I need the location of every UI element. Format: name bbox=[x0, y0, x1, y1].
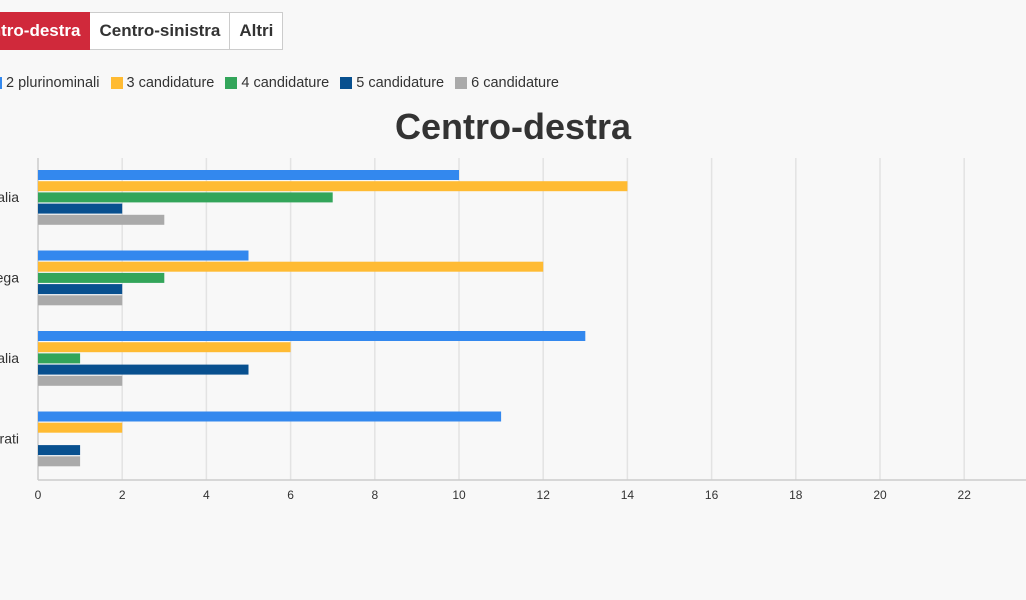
legend-item-2-plurinominali[interactable]: 2 plurinominali bbox=[0, 75, 100, 91]
bar[interactable] bbox=[38, 203, 123, 214]
x-tick-label: 6 bbox=[287, 488, 294, 502]
bar[interactable] bbox=[38, 353, 81, 364]
category-label: Fratelli d'Italia bbox=[0, 350, 19, 366]
bar[interactable] bbox=[38, 250, 249, 261]
bar[interactable] bbox=[38, 181, 628, 192]
bar[interactable] bbox=[38, 295, 123, 306]
x-tick-label: 12 bbox=[537, 488, 551, 502]
bar[interactable] bbox=[38, 342, 291, 353]
tab-centro-destra[interactable]: Centro-destra bbox=[0, 12, 91, 50]
x-tick-label: 18 bbox=[789, 488, 803, 502]
legend-label: 6 candidature bbox=[471, 75, 559, 91]
category-label: Forza Italia bbox=[0, 189, 19, 205]
legend-item-6-candidature[interactable]: 6 candidature bbox=[455, 75, 559, 91]
bar[interactable] bbox=[38, 261, 544, 272]
legend-label: 4 candidature bbox=[241, 75, 330, 91]
tab-altri[interactable]: Altri bbox=[230, 12, 284, 50]
bar[interactable] bbox=[38, 170, 459, 180]
legend-item-5-candidature[interactable]: 5 candidature bbox=[340, 75, 444, 91]
coalition-tabs: Centro-destra Centro-sinistra Altri bbox=[0, 12, 284, 50]
bar[interactable] bbox=[38, 284, 123, 295]
legend-swatch bbox=[0, 77, 2, 89]
bar[interactable] bbox=[38, 411, 502, 422]
x-tick-label: 4 bbox=[203, 488, 210, 502]
x-tick-label: 22 bbox=[958, 488, 972, 502]
x-tick-label: 0 bbox=[35, 488, 42, 502]
x-tick-label: 20 bbox=[873, 488, 887, 502]
legend-label: 3 candidature bbox=[126, 75, 215, 91]
category-label: Moderati bbox=[0, 431, 19, 447]
bar[interactable] bbox=[38, 364, 249, 375]
legend-label: 2 plurinominali bbox=[6, 75, 100, 91]
bar[interactable] bbox=[38, 422, 123, 433]
bar[interactable] bbox=[38, 214, 165, 225]
bar[interactable] bbox=[38, 445, 81, 456]
x-tick-label: 14 bbox=[621, 488, 635, 502]
chart-legend: 2 plurinominali 3 candidature 4 candidat… bbox=[0, 75, 570, 91]
legend-swatch bbox=[455, 77, 468, 89]
chart-title: Centro-destra bbox=[394, 106, 632, 147]
x-tick-label: 2 bbox=[119, 488, 126, 502]
category-label: Lega bbox=[0, 270, 19, 286]
x-tick-label: 10 bbox=[452, 488, 466, 502]
bar[interactable] bbox=[38, 331, 586, 341]
x-tick-label: 16 bbox=[705, 488, 719, 502]
tab-centro-sinistra[interactable]: Centro-sinistra bbox=[90, 12, 231, 50]
legend-item-4-candidature[interactable]: 4 candidature bbox=[225, 75, 329, 91]
x-tick-label: 8 bbox=[371, 488, 378, 502]
legend-label: 5 candidature bbox=[356, 75, 445, 91]
legend-swatch bbox=[225, 77, 238, 89]
legend-swatch bbox=[340, 77, 353, 89]
bar[interactable] bbox=[38, 192, 333, 203]
bar[interactable] bbox=[38, 375, 123, 386]
bar[interactable] bbox=[38, 456, 81, 467]
legend-swatch bbox=[110, 77, 123, 89]
legend-item-3-candidature[interactable]: 3 candidature bbox=[110, 75, 215, 91]
bar[interactable] bbox=[38, 272, 165, 283]
